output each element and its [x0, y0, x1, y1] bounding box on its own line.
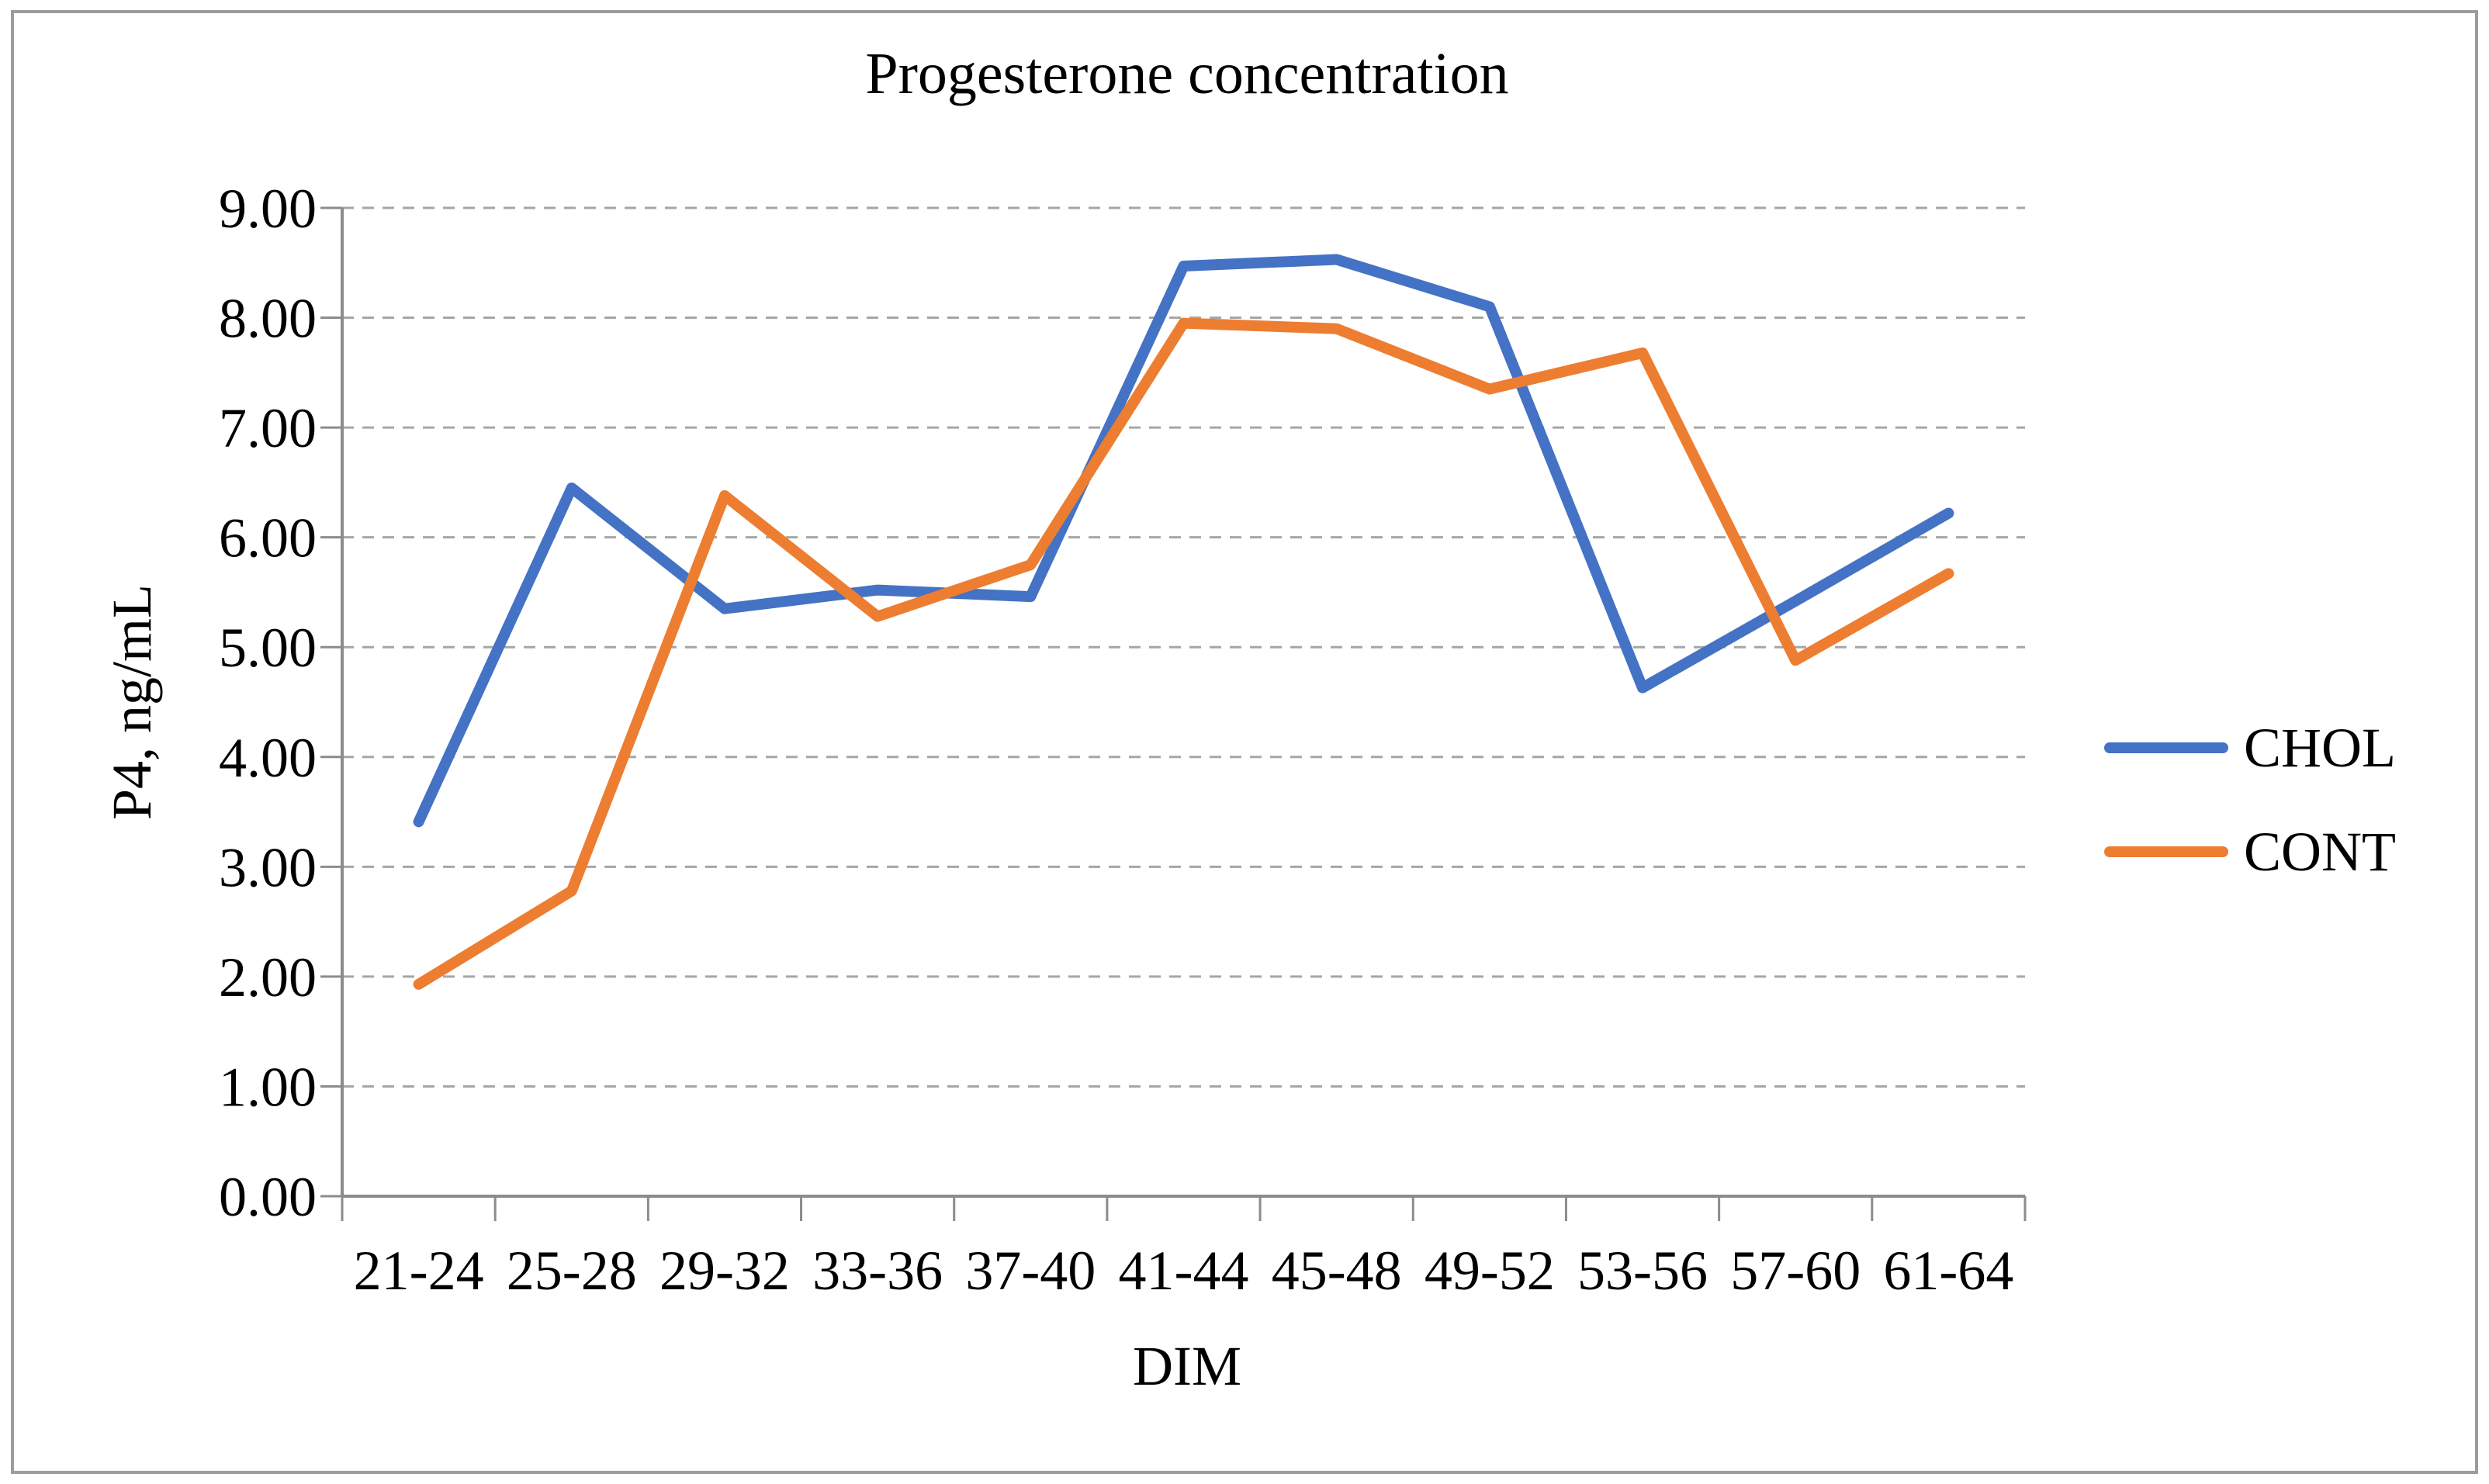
y-tick-label: 5.00 [219, 617, 317, 679]
legend-swatch-chol [2104, 742, 2228, 753]
y-tick-label: 8.00 [219, 288, 317, 350]
legend-swatch-cont [2104, 846, 2228, 857]
y-tick-label: 9.00 [219, 178, 317, 240]
x-tick-label: 21-24 [354, 1240, 484, 1302]
legend-item-cont: CONT [2104, 824, 2396, 880]
y-tick-label: 4.00 [219, 727, 317, 789]
legend: CHOL CONT [2104, 720, 2396, 880]
y-tick-label: 0.00 [219, 1166, 317, 1228]
y-tick-label: 2.00 [219, 946, 317, 1008]
x-tick-label: 41-44 [1119, 1240, 1249, 1302]
series-line-cont [413, 317, 1954, 990]
x-tick-label: 53-56 [1577, 1240, 1708, 1302]
legend-label: CHOL [2244, 717, 2396, 779]
legend-label: CONT [2244, 821, 2396, 883]
y-tick-label: 1.00 [219, 1056, 317, 1118]
x-tick-label: 37-40 [965, 1240, 1096, 1302]
y-axis-title: P4, ng/mL [100, 583, 163, 821]
x-tick-label: 61-64 [1883, 1240, 2013, 1302]
x-axis-title: DIM [1133, 1335, 1241, 1397]
x-tick-label: 45-48 [1272, 1240, 1402, 1302]
x-tick-label: 57-60 [1730, 1240, 1861, 1302]
x-tick-label: 33-36 [812, 1240, 943, 1302]
chart-title: Progesterone concentration [865, 41, 1509, 106]
series-line-chol [413, 254, 1954, 828]
x-tick-label: 25-28 [507, 1240, 637, 1302]
y-tick-label: 7.00 [219, 397, 317, 459]
y-tick-label: 3.00 [219, 836, 317, 898]
x-tick-label: 29-32 [659, 1240, 790, 1302]
y-tick-label: 6.00 [219, 507, 317, 569]
legend-item-chol: CHOL [2104, 720, 2396, 776]
x-tick-label: 49-52 [1425, 1240, 1555, 1302]
